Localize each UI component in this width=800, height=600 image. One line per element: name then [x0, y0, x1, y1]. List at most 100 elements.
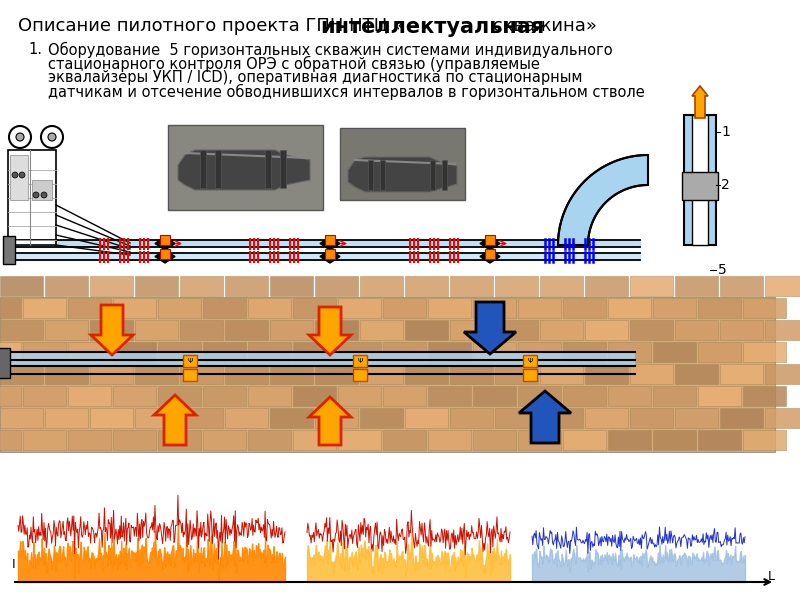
Text: 1: 1: [721, 125, 730, 139]
Bar: [380, 160, 385, 190]
Text: L: L: [768, 571, 775, 583]
Bar: [225, 364, 268, 384]
Bar: [698, 298, 741, 318]
Bar: [325, 249, 335, 259]
Bar: [485, 249, 495, 259]
Bar: [684, 115, 716, 245]
Bar: [698, 430, 741, 450]
Bar: [113, 298, 156, 318]
Bar: [248, 386, 291, 406]
Bar: [10, 155, 28, 200]
Text: I: I: [12, 557, 16, 571]
FancyArrow shape: [309, 307, 351, 355]
Bar: [563, 342, 606, 362]
Bar: [68, 342, 111, 362]
Bar: [215, 150, 221, 188]
Bar: [743, 430, 786, 450]
Bar: [315, 408, 358, 428]
Bar: [743, 342, 786, 362]
Bar: [653, 430, 696, 450]
FancyArrow shape: [464, 302, 516, 354]
Bar: [383, 298, 426, 318]
Bar: [692, 115, 708, 245]
Polygon shape: [5, 253, 640, 260]
Bar: [442, 160, 447, 190]
Bar: [428, 430, 471, 450]
Bar: [675, 320, 718, 340]
Bar: [23, 342, 66, 362]
Bar: [473, 430, 516, 450]
Bar: [23, 298, 66, 318]
Bar: [428, 386, 471, 406]
FancyArrow shape: [692, 86, 708, 118]
Bar: [473, 342, 516, 362]
Bar: [32, 180, 52, 200]
Bar: [225, 320, 268, 340]
Bar: [353, 355, 367, 367]
Bar: [90, 364, 133, 384]
Bar: [45, 364, 88, 384]
Bar: [540, 364, 583, 384]
Bar: [585, 276, 628, 296]
Bar: [360, 408, 403, 428]
Bar: [90, 408, 133, 428]
Circle shape: [48, 133, 56, 141]
Bar: [720, 408, 763, 428]
Polygon shape: [348, 157, 457, 192]
Bar: [0, 320, 43, 340]
Bar: [0, 386, 21, 406]
Bar: [293, 298, 336, 318]
Bar: [495, 320, 538, 340]
Text: Описание пилотного проекта ГПН НТЦ «: Описание пилотного проекта ГПН НТЦ «: [18, 17, 405, 35]
Circle shape: [33, 192, 39, 198]
Text: Ψ: Ψ: [358, 358, 362, 364]
Bar: [293, 386, 336, 406]
Bar: [473, 298, 516, 318]
Bar: [203, 430, 246, 450]
Bar: [653, 386, 696, 406]
Bar: [765, 364, 800, 384]
Circle shape: [12, 172, 18, 178]
Bar: [743, 386, 786, 406]
FancyArrow shape: [91, 305, 133, 355]
Bar: [158, 342, 201, 362]
Bar: [518, 430, 561, 450]
Bar: [428, 342, 471, 362]
Bar: [338, 298, 381, 318]
Bar: [270, 364, 313, 384]
Bar: [360, 320, 403, 340]
Bar: [563, 430, 606, 450]
Text: стационарного контроля ОРЭ с обратной связью (управляемые: стационарного контроля ОРЭ с обратной св…: [48, 56, 540, 72]
Text: эквалайзеры УКП / ICD), оперативная диагностика по стационарным: эквалайзеры УКП / ICD), оперативная диаг…: [48, 70, 582, 85]
Bar: [630, 320, 673, 340]
Bar: [293, 342, 336, 362]
Bar: [518, 298, 561, 318]
Polygon shape: [5, 240, 640, 247]
Bar: [360, 276, 403, 296]
Bar: [180, 364, 223, 384]
Bar: [450, 408, 493, 428]
Bar: [315, 276, 358, 296]
Circle shape: [9, 126, 31, 148]
Bar: [315, 364, 358, 384]
Bar: [430, 160, 435, 190]
Bar: [608, 430, 651, 450]
Bar: [338, 430, 381, 450]
FancyArrow shape: [154, 395, 196, 445]
Bar: [3, 236, 15, 264]
Bar: [113, 386, 156, 406]
Bar: [405, 320, 448, 340]
Bar: [0, 364, 43, 384]
Bar: [293, 430, 336, 450]
Bar: [765, 408, 800, 428]
Bar: [248, 298, 291, 318]
Bar: [0, 298, 21, 318]
Bar: [698, 342, 741, 362]
Bar: [183, 369, 197, 381]
Polygon shape: [320, 237, 340, 250]
Bar: [720, 276, 763, 296]
Circle shape: [41, 126, 63, 148]
Text: Ψ: Ψ: [527, 358, 533, 364]
Bar: [270, 320, 313, 340]
Bar: [523, 355, 537, 367]
